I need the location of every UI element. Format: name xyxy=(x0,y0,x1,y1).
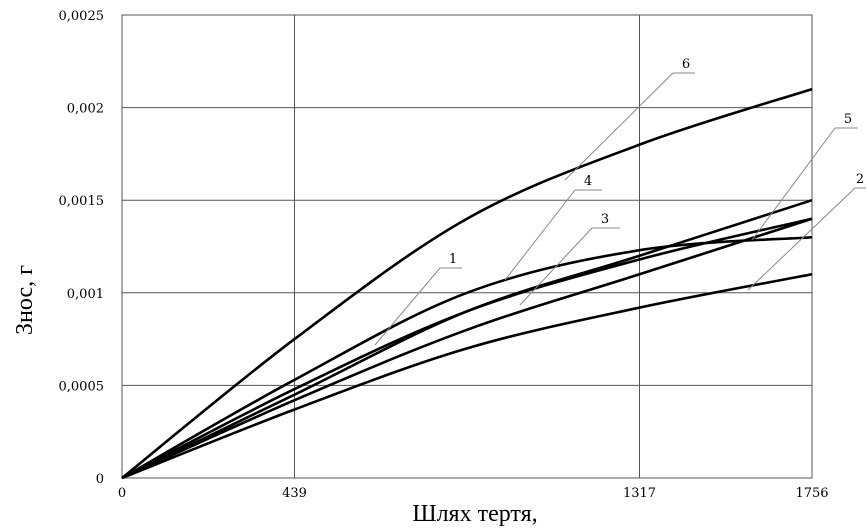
y-axis-title: Знос, г xyxy=(12,265,38,335)
leader-line-4 xyxy=(504,189,576,281)
series-line-5 xyxy=(121,198,813,480)
curve-label-2: 2 xyxy=(856,172,864,187)
curve-label-1: 1 xyxy=(449,252,457,267)
curve-label-3: 3 xyxy=(601,212,609,227)
y-tick-label: 0,0005 xyxy=(59,379,105,394)
x-tick-label: 1756 xyxy=(795,486,828,501)
leader-line-3 xyxy=(519,227,593,306)
leader-line-1 xyxy=(374,267,441,346)
leader-lines: 1 2 3 4 5 6 xyxy=(374,57,866,346)
curve-label-4: 4 xyxy=(584,174,592,189)
y-tick-label: 0,002 xyxy=(67,102,104,117)
leader-line-6 xyxy=(564,72,674,181)
y-tick-label: 0,001 xyxy=(67,287,104,302)
y-tick-label: 0,0025 xyxy=(59,9,105,24)
curve-label-6: 6 xyxy=(682,57,690,72)
leader-line-2 xyxy=(747,187,856,291)
y-tick-label: 0 xyxy=(96,472,104,487)
y-tick-label: 0,0015 xyxy=(59,194,105,209)
series-group xyxy=(121,87,813,480)
curve-label-5: 5 xyxy=(844,112,852,127)
tick-labels: 0 0,0005 0,001 0,0015 0,002 0,0025 0 439 1317 175… xyxy=(59,9,829,501)
plot-frame xyxy=(121,14,813,479)
series-line-3 xyxy=(121,217,813,480)
x-tick-label: 0 xyxy=(118,486,126,501)
x-tick-label: 439 xyxy=(282,486,307,501)
series-line-6 xyxy=(121,87,813,480)
x-axis-title: Шлях тертя, xyxy=(412,501,537,527)
series-line-4 xyxy=(121,235,813,480)
leader-line-5 xyxy=(751,127,836,241)
series-line-2 xyxy=(121,273,813,480)
grid xyxy=(121,14,813,479)
x-tick-label: 1317 xyxy=(623,486,656,501)
